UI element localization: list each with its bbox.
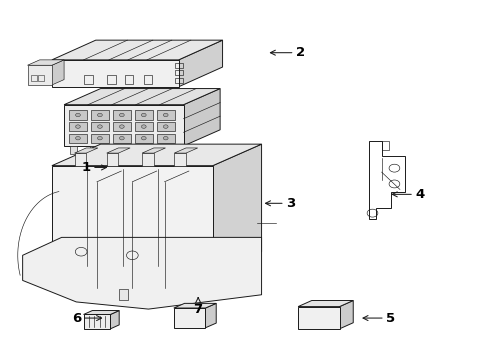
Polygon shape: [110, 311, 119, 329]
Text: 2: 2: [270, 46, 305, 59]
Bar: [31, 75, 37, 81]
Bar: [69, 134, 87, 143]
Bar: [298, 307, 339, 329]
Text: 7: 7: [193, 298, 203, 316]
Bar: [130, 146, 137, 154]
Polygon shape: [27, 60, 64, 65]
Circle shape: [119, 113, 124, 117]
Bar: [83, 315, 110, 329]
Polygon shape: [339, 301, 352, 329]
Bar: [84, 75, 93, 84]
Bar: [170, 146, 177, 154]
Circle shape: [76, 125, 80, 128]
Text: 4: 4: [391, 188, 424, 201]
Circle shape: [141, 125, 146, 128]
Bar: [135, 122, 152, 131]
Polygon shape: [106, 148, 130, 153]
Bar: [64, 105, 183, 146]
Bar: [157, 111, 174, 120]
Polygon shape: [52, 40, 222, 60]
Circle shape: [119, 125, 124, 128]
Polygon shape: [205, 303, 216, 328]
Text: 6: 6: [72, 311, 102, 325]
Bar: [27, 65, 52, 85]
Bar: [135, 111, 152, 120]
Bar: [38, 75, 44, 81]
Circle shape: [97, 125, 102, 128]
Circle shape: [163, 113, 168, 117]
Polygon shape: [298, 301, 352, 307]
Polygon shape: [74, 148, 98, 153]
Text: 1: 1: [81, 161, 106, 174]
Circle shape: [76, 136, 80, 140]
Bar: [91, 134, 109, 143]
Bar: [113, 122, 131, 131]
Bar: [174, 70, 182, 75]
Bar: [113, 111, 131, 120]
Bar: [124, 75, 133, 84]
Bar: [52, 166, 212, 273]
Polygon shape: [64, 89, 220, 105]
Text: 5: 5: [362, 311, 394, 325]
Bar: [91, 122, 109, 131]
Bar: [150, 146, 157, 154]
Bar: [142, 153, 154, 166]
Bar: [52, 60, 178, 87]
Polygon shape: [212, 144, 261, 273]
Polygon shape: [142, 148, 165, 153]
Polygon shape: [178, 40, 222, 87]
Bar: [91, 111, 109, 120]
Bar: [174, 78, 182, 83]
Text: 3: 3: [265, 197, 295, 210]
Bar: [135, 134, 152, 143]
Circle shape: [119, 136, 124, 140]
Polygon shape: [52, 60, 64, 85]
Circle shape: [163, 125, 168, 128]
Bar: [143, 75, 152, 84]
Bar: [90, 146, 97, 154]
Polygon shape: [174, 148, 197, 153]
Circle shape: [76, 113, 80, 117]
Bar: [113, 134, 131, 143]
Bar: [174, 63, 182, 68]
Bar: [173, 308, 205, 328]
Polygon shape: [183, 89, 220, 146]
Bar: [119, 289, 128, 300]
Bar: [69, 111, 87, 120]
Bar: [74, 153, 86, 166]
Bar: [106, 153, 118, 166]
Polygon shape: [22, 237, 261, 309]
Bar: [107, 75, 116, 84]
Polygon shape: [83, 311, 119, 315]
Bar: [157, 134, 174, 143]
Circle shape: [97, 136, 102, 140]
Circle shape: [163, 136, 168, 140]
Polygon shape: [173, 303, 216, 308]
Polygon shape: [52, 144, 261, 166]
Circle shape: [97, 113, 102, 117]
Bar: [69, 122, 87, 131]
Bar: [110, 146, 117, 154]
Bar: [174, 153, 185, 166]
Circle shape: [141, 136, 146, 140]
Circle shape: [141, 113, 146, 117]
Bar: [157, 122, 174, 131]
Bar: [70, 146, 77, 154]
